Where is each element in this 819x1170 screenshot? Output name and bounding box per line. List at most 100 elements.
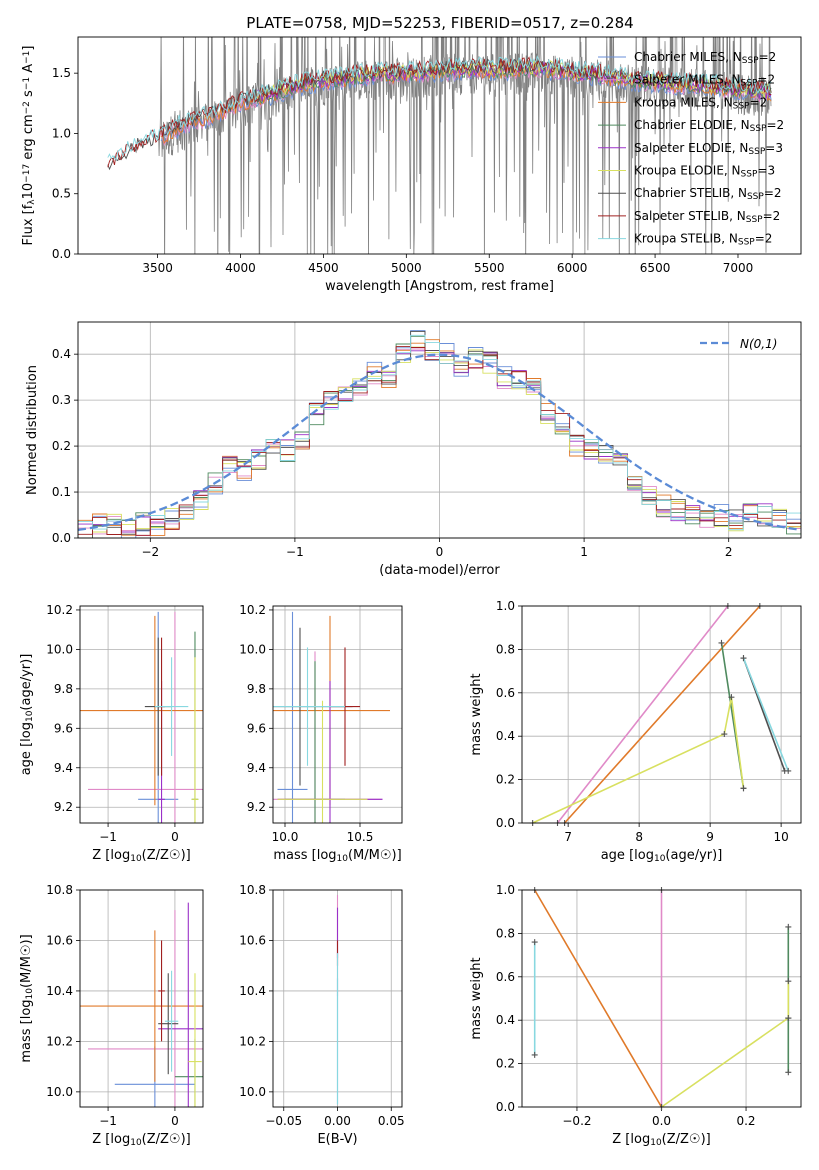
x-tick-label: 1 [580,545,588,559]
weight-marker [531,1051,538,1058]
axes-frame [272,605,403,824]
legend-label: Chabrier MILES, NSSP=2 [634,50,776,66]
y-tick-label: 0.0 [52,247,71,261]
x-tick-label: −1 [99,830,117,844]
axes-frame [272,889,403,1108]
y-axis-label: mass weight [469,957,484,1039]
weight-marker [740,655,747,662]
y-tick-label: 9.2 [54,800,73,814]
x-axis-label: E(B-V) [317,1132,357,1147]
mass-vs-EBV-panel: −0.05 0.00 0.05 10.0 10.2 10.4 10.6 10.8 E(B-V) [239,883,404,1147]
age-vs-Z-panel: −1 0 9.2 9.4 9.6 9.8 10.0 10.2 Z [log10(Z/Z☉)] ag… [19,603,204,864]
y-tick-label: 0.1 [52,485,71,499]
y-tick-label: 1.5 [52,66,71,80]
axes-frame [79,889,204,1108]
weight-marker [785,1069,792,1076]
weight-marker [740,785,747,792]
x-axis-label: Z [log10(Z/Z☉)] [92,848,190,864]
x-tick-label: 10 [773,830,788,844]
axes-frame [79,605,204,824]
y-tick-label: 10.2 [239,1034,266,1048]
y-tick-label: 10.6 [239,933,266,947]
y-tick-label: 0.0 [52,531,71,545]
y-tick-label: 1.0 [496,883,515,897]
x-tick-label: 0.0 [652,1114,671,1128]
y-tick-label: 0.2 [52,439,71,453]
y-axis-label: mass [log10(M/M☉)] [19,934,35,1062]
x-tick-label: −1 [286,545,304,559]
y-tick-label: 0.8 [496,642,515,656]
weight-marker [718,639,725,646]
spectrum-panel: 3500 4000 4500 5000 5500 6000 6500 7000 0.0 0.5 1.… [21,36,802,294]
y-tick-label: 9.2 [247,800,266,814]
y-tick-label: 0.0 [496,1100,515,1114]
y-tick-label: 10.0 [46,642,73,656]
y-tick-label: 0.5 [52,187,71,201]
y-tick-label: 9.4 [247,761,266,775]
age-vs-mass-plot-area [273,611,390,823]
y-tick-label: 9.8 [247,682,266,696]
axes-frame [77,321,802,539]
series-kroupa-stelib [107,55,772,162]
weight-line [532,696,745,824]
legend-label: N(0,1) [740,337,777,351]
y-tick-label: 0.2 [496,773,515,787]
y-axis-label: Normed distribution [25,365,40,495]
x-tick-label: 4500 [308,261,339,275]
x-axis-label: Z [log10(Z/Z☉)] [92,1132,190,1148]
panels: 3500 4000 4500 5000 5500 6000 6500 70000.00.51.… [19,36,802,1148]
y-axis-label: Flux [fλ10−17 erg cm−2 s−1 A−1] [21,46,37,246]
age-vs-Z-plot-area [80,611,203,823]
y-tick-label: 0.6 [496,686,515,700]
series-salpeter-miles [160,64,772,146]
x-tick-label: 7 [564,830,572,844]
weight-vs-age-plot-area [529,603,792,826]
x-tick-label: −0.05 [265,1114,302,1128]
residuals-plot-area [78,330,801,538]
legend-label: Kroupa ELODIE, NSSP=3 [634,164,775,180]
y-tick-label: 1.0 [52,126,71,140]
x-tick-label: 0 [171,830,179,844]
axes-frame [521,605,802,824]
y-tick-label: 0.4 [52,347,71,361]
x-axis-label: wavelength [Angstrom, rest frame] [325,279,554,294]
y-axis-label: age [log10(age/yr)] [19,654,35,776]
gaussian-curve [78,353,801,532]
x-tick-label: 9 [706,830,714,844]
legend-label: Kroupa MILES, NSSP=2 [634,95,767,111]
x-tick-label: −2 [141,545,159,559]
residuals-panel: −2 −1 0 1 2 0.0 0.1 0.2 0.3 0.4 (data-model)/error… [25,321,802,578]
y-axis-label: mass weight [469,673,484,755]
x-tick-label: 0.00 [324,1114,351,1128]
y-tick-label: 10.4 [46,984,73,998]
y-tick-label: 0.2 [496,1057,515,1071]
weight-line [564,605,761,824]
x-tick-label: 3500 [142,261,173,275]
legend-label: Chabrier STELIB, NSSP=2 [634,186,782,202]
y-tick-label: 10.0 [46,1085,73,1099]
y-tick-label: 10.2 [46,1034,73,1048]
y-tick-label: 9.6 [247,721,266,735]
legend-label: Chabrier ELODIE, NSSP=2 [634,118,784,134]
x-tick-label: 0.05 [378,1114,405,1128]
weight-vs-Z-plot-area [531,887,792,1110]
weight-line [534,889,663,1108]
y-tick-label: 0.4 [496,1013,515,1027]
weight-vs-age-panel: 7 8 9 10 0.0 0.2 0.4 0.6 0.8 1.0 age [log10(age/yr… [469,599,802,864]
x-axis-label: (data-model)/error [379,563,500,578]
x-tick-label: 6500 [640,261,671,275]
axes-frame [77,36,802,255]
y-tick-label: 0.8 [496,926,515,940]
y-tick-label: 10.8 [46,883,73,897]
y-tick-label: 9.4 [54,761,73,775]
x-tick-label: 5500 [474,261,505,275]
spectrum-plot-area [107,37,772,254]
weight-line [742,657,789,772]
x-tick-label: 0 [171,1114,179,1128]
y-tick-label: 10.6 [46,933,73,947]
x-tick-label: 7000 [723,261,754,275]
y-tick-label: 10.4 [239,984,266,998]
x-tick-label: −0.2 [562,1114,591,1128]
y-tick-label: 10.0 [239,642,266,656]
